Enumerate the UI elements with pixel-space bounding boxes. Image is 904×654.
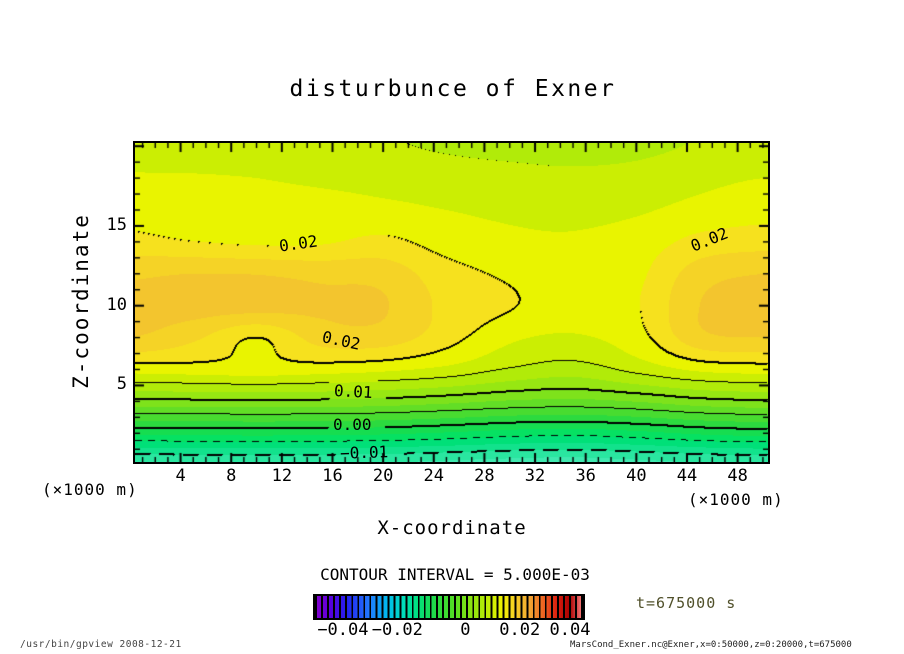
x-tick-label: 36 bbox=[575, 466, 596, 486]
contour-value-label: 0.02 bbox=[320, 327, 363, 354]
colorbar-tick-label: −0.04 bbox=[317, 620, 369, 640]
contour-value-label: 0.02 bbox=[277, 231, 319, 256]
contour-value-label: −0.01 bbox=[339, 442, 389, 463]
z-tick-label: 10 bbox=[106, 294, 127, 315]
footer-file-label: MarsCond_Exner.nc@Exner,x=0:50000,z=0:20… bbox=[570, 640, 852, 650]
footer-tool-label: /usr/bin/gpview 2008-12-21 bbox=[20, 639, 182, 650]
x-tick-label: 48 bbox=[727, 466, 748, 486]
contour-interval-label: CONTOUR INTERVAL = 5.000E-03 bbox=[320, 565, 590, 584]
x-tick-label: 8 bbox=[226, 466, 237, 486]
contour-value-label: 0.02 bbox=[687, 223, 731, 256]
contour-canvas bbox=[135, 143, 768, 462]
x-tick-label: 44 bbox=[676, 466, 698, 486]
z-axis-unit-label: (×1000 m) bbox=[42, 480, 138, 499]
colorbar-tick-label: −0.02 bbox=[371, 620, 423, 640]
colorbar-tick-label: 0.04 bbox=[549, 620, 591, 640]
time-label: t=675000 s bbox=[636, 594, 737, 612]
x-tick-label: 12 bbox=[271, 466, 293, 486]
x-tick-label: 28 bbox=[474, 466, 495, 486]
z-tick-label: 5 bbox=[116, 374, 127, 395]
x-axis-unit-label: (×1000 m) bbox=[688, 490, 784, 509]
contour-value-label: 0.00 bbox=[333, 415, 372, 434]
x-tick-label: 32 bbox=[524, 466, 546, 486]
plot-area: 0.02 0.02 0.02 0.01 0.00 −0.01 bbox=[133, 141, 770, 464]
x-tick-label: 40 bbox=[626, 466, 647, 486]
x-tick-label: 24 bbox=[423, 466, 444, 486]
x-tick-label: 16 bbox=[322, 466, 343, 486]
colorbar-gradient bbox=[315, 596, 583, 618]
z-tick-label: 15 bbox=[106, 214, 127, 235]
colorbar-stripes bbox=[315, 596, 583, 618]
colorbar bbox=[313, 594, 585, 620]
x-tick-label: 4 bbox=[175, 466, 186, 486]
colorbar-tick-label: 0.02 bbox=[499, 620, 541, 640]
colorbar-tick-label: 0 bbox=[460, 620, 471, 640]
contour-label-layer: 0.02 0.02 0.02 0.01 0.00 −0.01 bbox=[135, 143, 768, 462]
plot-title: disturbunce of Exner bbox=[289, 76, 617, 102]
x-tick-label: 20 bbox=[372, 466, 394, 486]
contour-value-label: 0.01 bbox=[333, 381, 374, 402]
x-axis-title: X-coordinate bbox=[377, 517, 527, 539]
